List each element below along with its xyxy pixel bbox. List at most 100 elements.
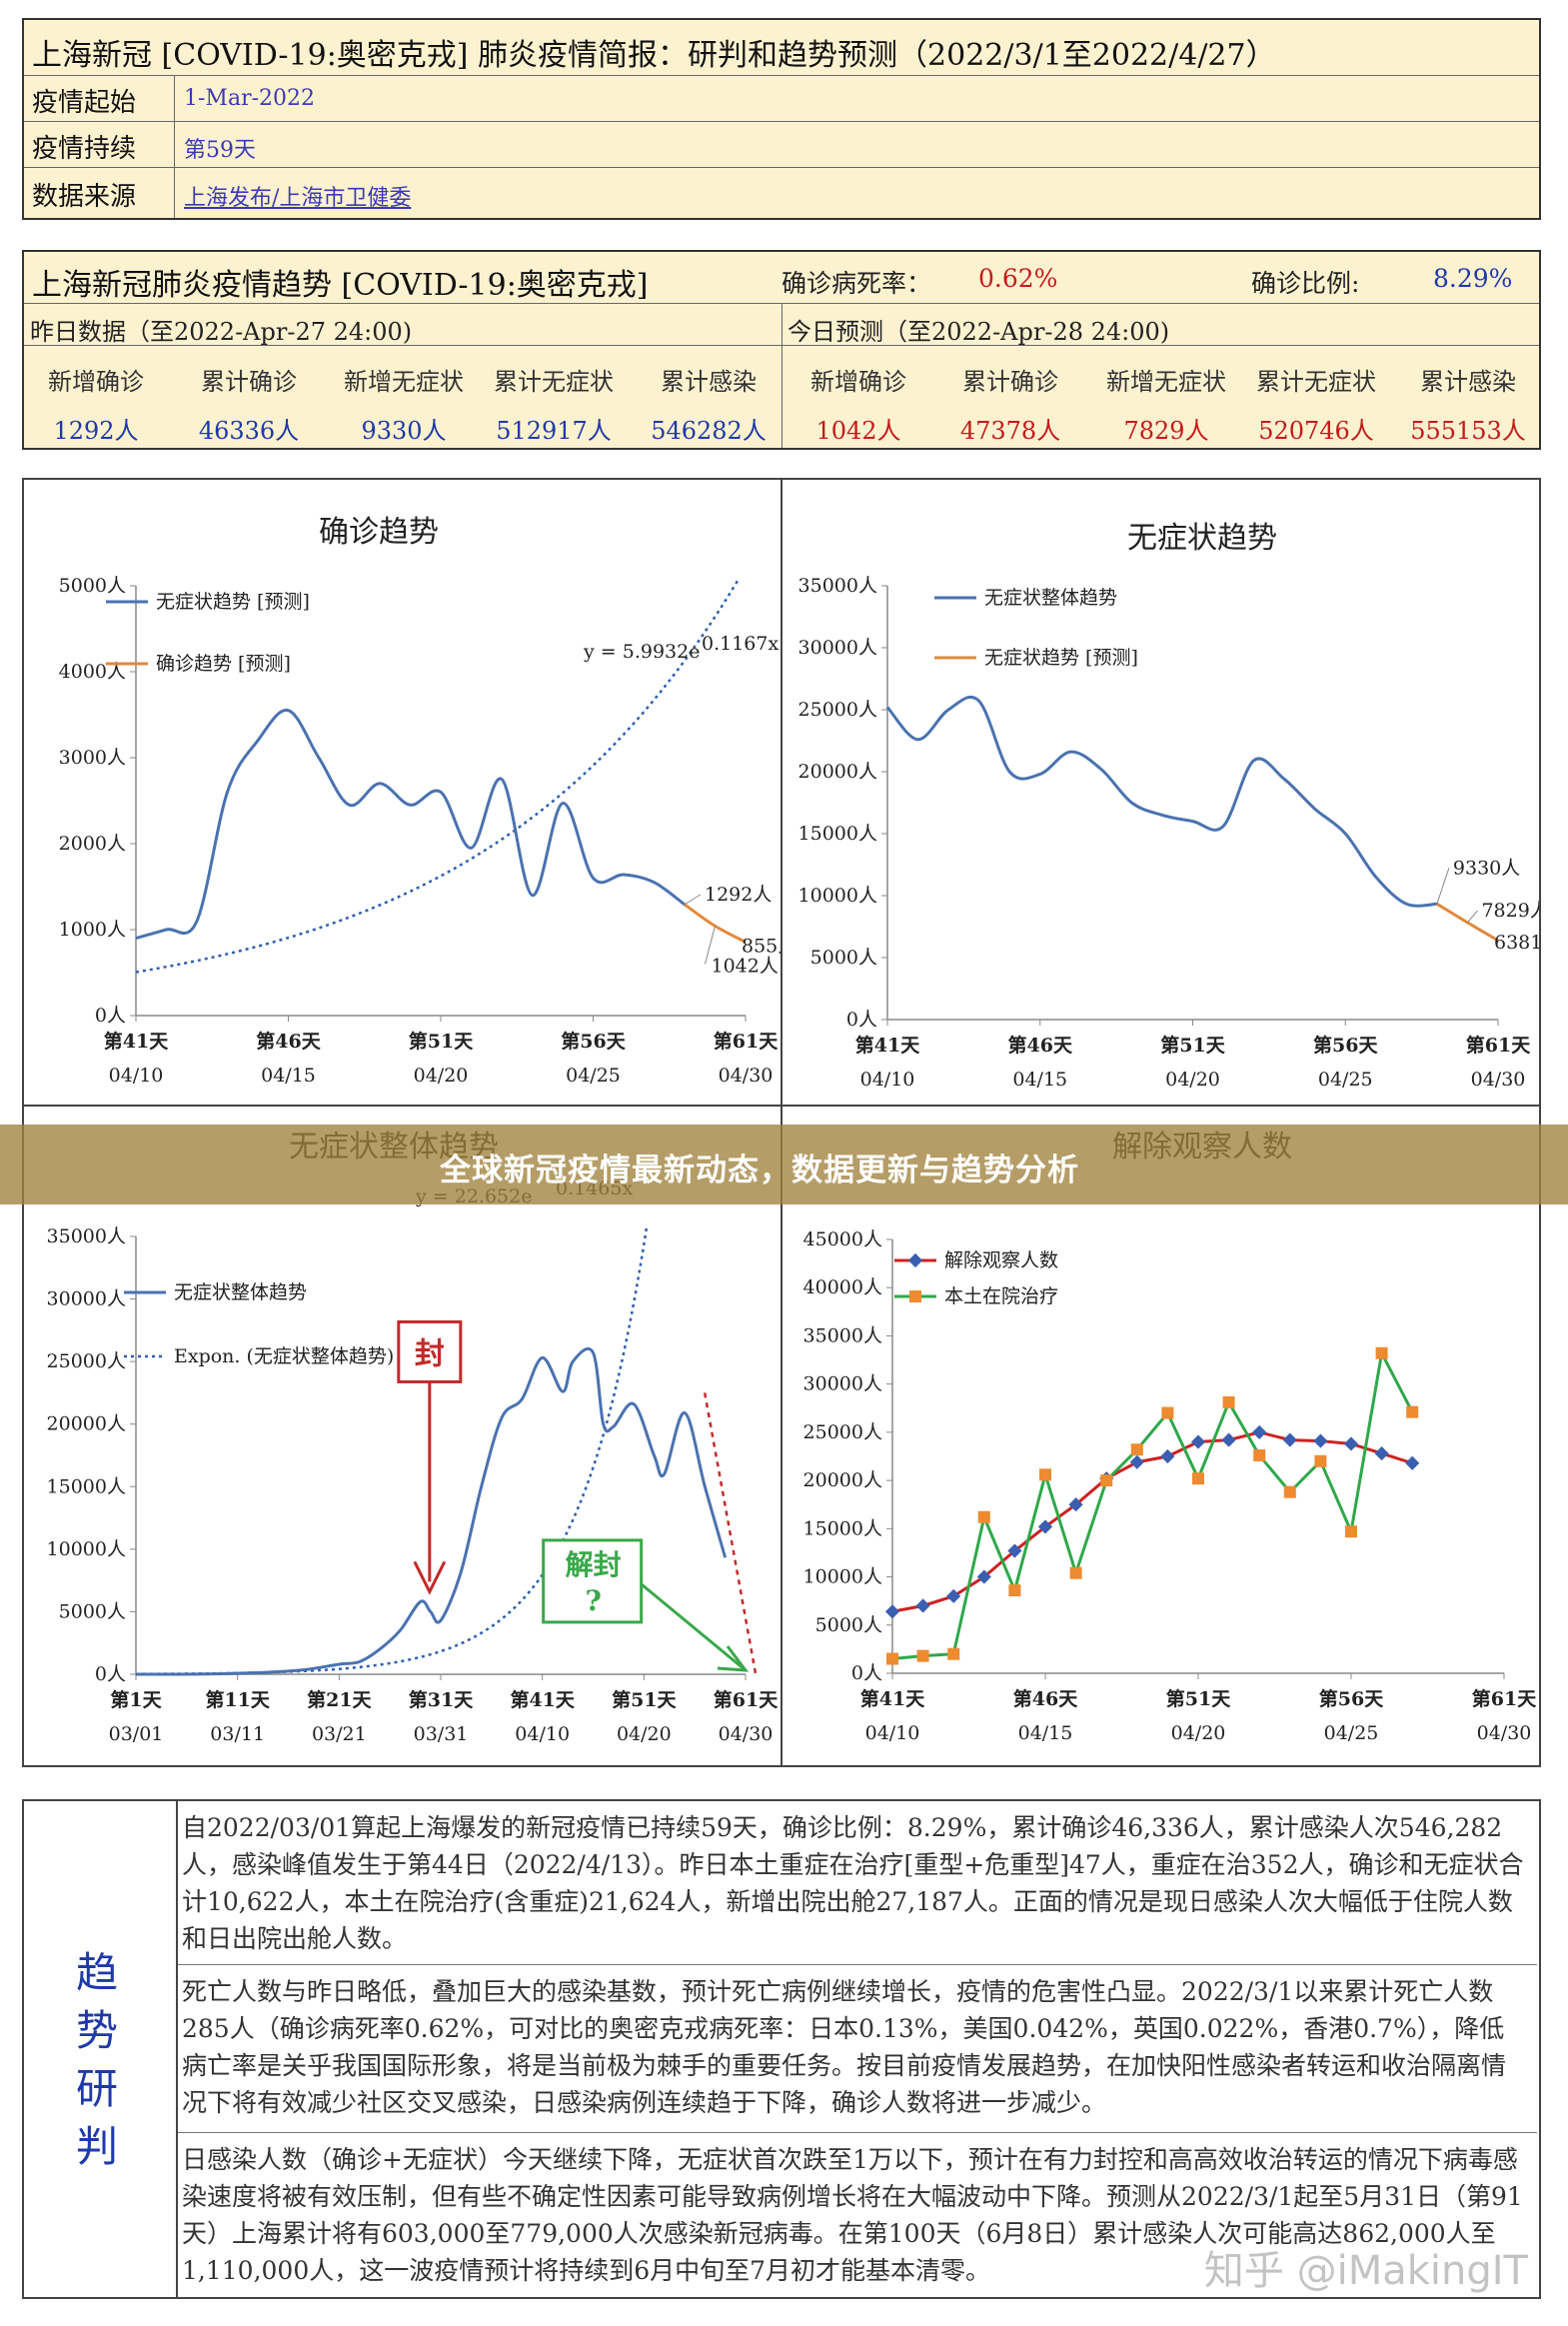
annotation-leader bbox=[1436, 868, 1450, 905]
legend-label: 无症状整体趋势 bbox=[984, 587, 1117, 609]
stat-value: 520746人 bbox=[1258, 417, 1374, 445]
asymptomatic-trend-chart: 无症状趋势 0人 5000人 10000人 15000人 20000人 25000人 3000… bbox=[798, 521, 1539, 1091]
x-tick-date: 03/31 bbox=[414, 1723, 469, 1745]
data-point-marker bbox=[977, 1510, 990, 1523]
stat-label: 新增确诊 bbox=[48, 368, 144, 396]
analysis-heading-char: 势 bbox=[76, 2006, 119, 2055]
annotation-leader bbox=[1467, 910, 1478, 924]
source-link[interactable]: 上海发布/上海市卫健委 bbox=[184, 186, 412, 211]
data-point-marker bbox=[1130, 1443, 1143, 1456]
trend-title: 上海新冠肺炎疫情趋势 [COVID-19:奥密克戎] bbox=[32, 268, 649, 303]
legend-label: 确诊趋势 [预测] bbox=[156, 653, 291, 675]
y-tick-label: 20000人 bbox=[798, 761, 877, 783]
x-tick-date: 04/25 bbox=[566, 1065, 621, 1087]
y-tick-label: 0人 bbox=[95, 1005, 126, 1027]
x-tick-date: 04/10 bbox=[860, 1069, 915, 1091]
y-tick-label: 30000人 bbox=[47, 1288, 126, 1310]
analysis-heading-char: 判 bbox=[76, 2122, 119, 2171]
y-tick-label: 5000人 bbox=[59, 1600, 126, 1622]
stat-value: 47378人 bbox=[959, 417, 1061, 445]
yesterday-label: 昨日数据（至2022-Apr-27 24:00) bbox=[30, 318, 413, 346]
x-tick-label: 第41天 bbox=[510, 1688, 575, 1711]
lock-callout-label: 封 bbox=[415, 1336, 445, 1371]
data-point-marker bbox=[976, 1569, 991, 1584]
data-point-marker bbox=[1313, 1433, 1328, 1448]
label-divider bbox=[174, 76, 175, 218]
analysis-heading: 趋 势 研 判 bbox=[24, 1801, 178, 2297]
stat-value: 1292人 bbox=[53, 417, 139, 445]
row-label: 疫情持续 bbox=[32, 134, 137, 164]
x-tick-label: 第41天 bbox=[855, 1034, 920, 1057]
y-tick-label: 35000人 bbox=[803, 1324, 882, 1346]
released-observation-chart: 解除观察人数 0人 5000人 10000人 15000人 20000人 25000人 300… bbox=[803, 1130, 1538, 1744]
legend-label: 无症状趋势 [预测] bbox=[984, 647, 1138, 669]
annotation-leader bbox=[684, 894, 702, 906]
data-point-marker bbox=[1314, 1454, 1327, 1467]
y-tick-label: 35000人 bbox=[47, 1225, 126, 1247]
stat-value: 1042人 bbox=[815, 417, 901, 445]
data-point-marker bbox=[884, 1604, 900, 1619]
legend-label: 解除观察人数 bbox=[944, 1249, 1058, 1271]
x-tick-date: 04/30 bbox=[1477, 1722, 1532, 1744]
analysis-paragraph: 日感染人数（确诊+无症状）今天继续下降，无症状首次跌至1万以下，预计在有力封控和… bbox=[182, 2145, 1523, 2285]
fit-exponent: 0.1167x bbox=[702, 633, 779, 655]
y-tick-label: 10000人 bbox=[798, 885, 877, 907]
x-tick-date: 04/15 bbox=[261, 1065, 316, 1087]
y-tick-label: 10000人 bbox=[47, 1538, 126, 1560]
analysis-paragraph: 死亡人数与昨日略低，叠加巨大的感染基数，预计死亡病例继续增长，疫情的危害性凸显。… bbox=[178, 1969, 1537, 2133]
stat-label: 新增无症状 bbox=[344, 368, 464, 396]
legend-marker bbox=[907, 1252, 923, 1268]
x-tick-label: 第61天 bbox=[1466, 1034, 1531, 1057]
x-tick-date: 04/20 bbox=[617, 1723, 672, 1745]
analysis-paragraph: 自2022/03/01算起上海爆发的新冠疫情已持续59天，确诊比例：8.29%，… bbox=[178, 1805, 1537, 1965]
chart-title: 无症状趋势 bbox=[1127, 521, 1277, 556]
confirm-ratio-value: 8.29% bbox=[1433, 264, 1513, 293]
x-tick-date: 04/30 bbox=[719, 1065, 774, 1087]
y-tick-label: 3000人 bbox=[59, 747, 126, 769]
fit-equation: y = 5.9932e bbox=[583, 641, 700, 663]
lock-arrow-head bbox=[413, 1560, 447, 1595]
x-tick-label: 第46天 bbox=[1013, 1687, 1078, 1710]
y-tick-label: 5000人 bbox=[815, 1614, 882, 1636]
x-tick-date: 03/11 bbox=[210, 1723, 265, 1745]
y-tick-label: 25000人 bbox=[47, 1350, 126, 1372]
y-tick-label: 25000人 bbox=[803, 1421, 882, 1443]
confirm-ratio-label: 确诊比例: bbox=[1251, 269, 1360, 298]
data-point-marker bbox=[1039, 1468, 1051, 1481]
charts-vdivider bbox=[781, 478, 783, 1767]
stat-cell: 累计无症状 512917人 bbox=[479, 362, 629, 446]
stat-cell: 累计感染 555153人 bbox=[1393, 362, 1543, 446]
y-tick-label: 45000人 bbox=[803, 1228, 882, 1250]
data-point-marker bbox=[1037, 1519, 1053, 1534]
legend-label: 无症状整体趋势 bbox=[174, 1281, 307, 1303]
watermark: 知乎 @iMakingIT bbox=[1203, 2248, 1528, 2294]
series-line bbox=[135, 709, 686, 941]
data-point-marker bbox=[886, 1652, 898, 1665]
x-tick-label: 第41天 bbox=[860, 1687, 925, 1710]
x-tick-label: 第56天 bbox=[1319, 1687, 1384, 1710]
y-tick-label: 0人 bbox=[846, 1009, 877, 1031]
x-tick-date: 04/25 bbox=[1318, 1069, 1373, 1091]
data-point-marker bbox=[1343, 1436, 1359, 1451]
stat-label: 累计无症状 bbox=[1256, 368, 1376, 396]
news-banner[interactable]: 全球新冠疫情最新动态，数据更新与趋势分析 bbox=[0, 1125, 1568, 1204]
x-tick-date: 04/10 bbox=[109, 1065, 164, 1087]
annotation-label: 7829人 bbox=[1481, 900, 1539, 922]
x-tick-date: 04/10 bbox=[865, 1722, 920, 1744]
unlock-arrow-line bbox=[640, 1582, 747, 1672]
data-point-marker bbox=[1192, 1472, 1204, 1485]
report-row-source: 数据来源 上海发布/上海市卫健委 bbox=[24, 168, 1539, 218]
exponential-fit-line bbox=[135, 579, 740, 974]
x-tick-label: 第51天 bbox=[1160, 1034, 1225, 1057]
death-rate-value: 0.62% bbox=[978, 264, 1058, 293]
annotation-label: 6381人 bbox=[1494, 932, 1539, 954]
x-tick-label: 第56天 bbox=[561, 1030, 626, 1053]
banner-text: 全球新冠疫情最新动态，数据更新与趋势分析 bbox=[440, 1153, 1079, 1188]
charts-hdivider bbox=[22, 1105, 1541, 1107]
report-header: 上海新冠 [COVID-19:奥密克戎] 肺炎疫情简报：研判和趋势预测（2022… bbox=[22, 18, 1541, 220]
stat-label: 累计确诊 bbox=[201, 368, 297, 396]
y-tick-label: 20000人 bbox=[47, 1413, 126, 1435]
y-tick-label: 2000人 bbox=[59, 833, 126, 855]
legend-label: Expon. (无症状整体趋势) bbox=[174, 1345, 394, 1367]
stat-cell: 新增确诊 1292人 bbox=[21, 362, 171, 446]
